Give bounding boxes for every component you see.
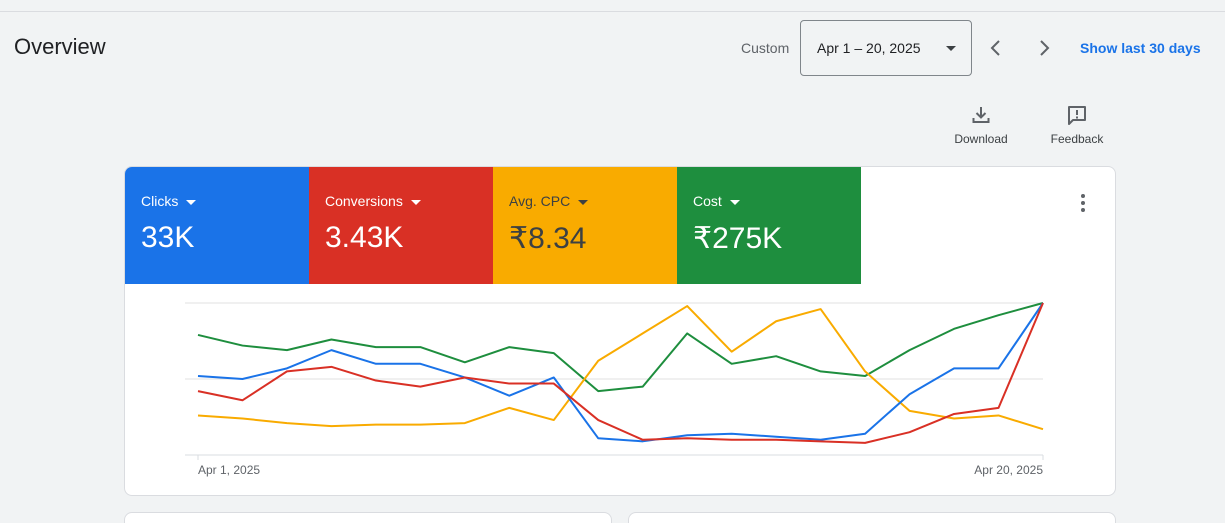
x-tick-label-start: Apr 1, 2025 <box>198 463 260 477</box>
lower-card-left <box>124 512 612 523</box>
dropdown-arrow-icon <box>729 199 740 205</box>
custom-label: Custom <box>741 40 790 56</box>
page-title: Overview <box>14 34 106 59</box>
download-label: Download <box>954 132 1008 146</box>
chevron-left-icon <box>990 40 1000 56</box>
dropdown-arrow-icon <box>578 199 589 205</box>
metric-cost-label: Cost <box>693 193 722 209</box>
show-last-30-days-link[interactable]: Show last 30 days <box>1080 40 1201 56</box>
metric-cost-value: ₹275K <box>693 222 783 255</box>
feedback-icon <box>1068 106 1086 125</box>
series-line-avg-cpc <box>197 305 1044 431</box>
previous-period-button[interactable] <box>984 32 1008 64</box>
lower-card-right <box>628 512 1116 523</box>
download-button[interactable]: Download <box>946 104 1016 148</box>
metric-clicks-value: 33K <box>141 221 195 254</box>
metric-conversions[interactable]: Conversions 3.43K <box>309 167 493 284</box>
more-vert-icon <box>1081 194 1085 212</box>
overview-card: Clicks 33K Conversions 3.43K Avg. CPC ₹8… <box>124 166 1116 496</box>
feedback-label: Feedback <box>1050 132 1104 146</box>
series-line-clicks <box>197 302 1044 443</box>
series-line-conversions <box>197 302 1044 444</box>
metric-conversions-value: 3.43K <box>325 221 404 254</box>
metric-conversions-label: Conversions <box>325 193 403 209</box>
dropdown-arrow-icon <box>186 199 197 205</box>
metric-avg-cpc-value: ₹8.34 <box>509 222 587 255</box>
x-tick-label-end: Apr 20, 2025 <box>974 463 1043 477</box>
more-options-button[interactable] <box>1071 191 1095 215</box>
next-period-button[interactable] <box>1032 32 1056 64</box>
series-line-cost <box>197 302 1044 393</box>
chevron-right-icon <box>1040 40 1050 56</box>
performance-line-chart: Apr 1, 2025 Apr 20, 2025 <box>185 302 1044 477</box>
download-icon <box>972 107 990 123</box>
dropdown-arrow-icon <box>410 199 421 205</box>
feedback-button[interactable]: Feedback <box>1042 104 1112 148</box>
dropdown-arrow-icon <box>946 46 956 51</box>
top-divider <box>0 11 1225 12</box>
metric-avg-cpc[interactable]: Avg. CPC ₹8.34 <box>493 167 677 284</box>
metric-cost[interactable]: Cost ₹275K <box>677 167 861 284</box>
date-range-selector[interactable]: Apr 1 – 20, 2025 <box>800 20 972 76</box>
metric-clicks[interactable]: Clicks 33K <box>125 167 309 284</box>
metric-clicks-label: Clicks <box>141 193 179 209</box>
date-range-value: Apr 1 – 20, 2025 <box>817 40 921 56</box>
metric-avg-cpc-label: Avg. CPC <box>509 193 571 209</box>
